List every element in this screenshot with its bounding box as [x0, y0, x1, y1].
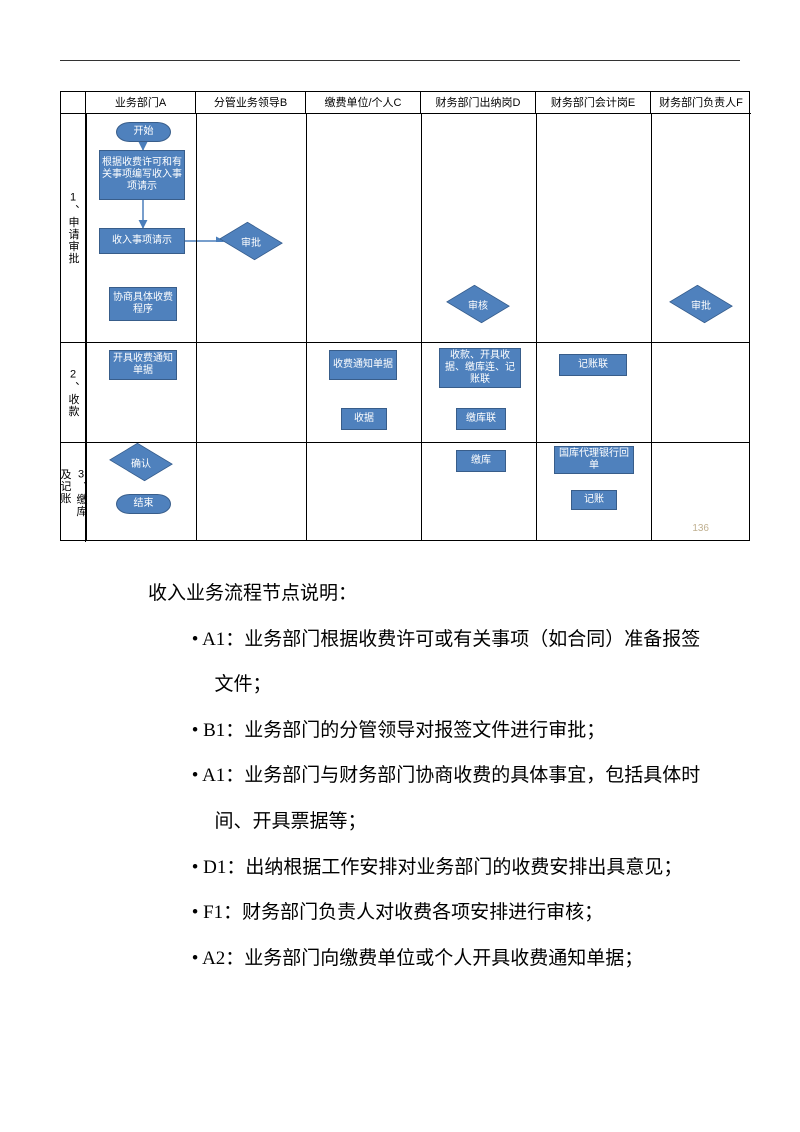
node-a1b: 收入事项请示 — [99, 228, 185, 254]
node-d2b: 缴库联 — [456, 408, 506, 430]
node-start: 开始 — [116, 122, 171, 142]
row-label-r1: 1、申请审批 — [61, 114, 86, 342]
node-a3: 确认 — [116, 442, 166, 482]
description-section: 收入业务流程节点说明： A1：业务部门根据收费许可或有关事项（如合同）准备报签文… — [110, 571, 710, 981]
desc-item-3: D1：出纳根据工作安排对业务部门的收费安排出具意见； — [110, 845, 710, 891]
page-number: 136 — [692, 523, 709, 534]
row-label-r2: 2、收款 — [61, 342, 86, 442]
node-a2: 开具收费通知单据 — [109, 350, 177, 380]
description-title: 收入业务流程节点说明： — [110, 571, 710, 617]
node-e3: 国库代理银行回单 — [554, 446, 634, 474]
node-a1: 根据收费许可和有关事项编写收入事项请示 — [99, 150, 185, 200]
lane-header-B: 分管业务领导B — [196, 92, 306, 114]
desc-item-4: F1：财务部门负责人对收费各项安排进行审核； — [110, 890, 710, 936]
node-d2: 收款、开具收据、缴库连、记账联 — [439, 348, 521, 388]
node-e3b: 记账 — [571, 490, 617, 510]
node-d3: 缴库 — [456, 450, 506, 472]
page: 136 业务部门A分管业务领导B缴费单位/个人C财务部门出纳岗D财务部门会计岗E… — [0, 0, 800, 1021]
node-end: 结束 — [116, 494, 171, 514]
row-label-r3: 3、缴库及记账 — [61, 442, 86, 542]
desc-item-5: A2：业务部门向缴费单位或个人开具收费通知单据； — [110, 936, 710, 982]
description-list: A1：业务部门根据收费许可或有关事项（如合同）准备报签文件；B1：业务部门的分管… — [110, 617, 710, 982]
lane-header-c0 — [61, 92, 86, 114]
top-rule — [60, 60, 740, 61]
lane-header-F: 财务部门负责人F — [651, 92, 751, 114]
lane-header-C: 缴费单位/个人C — [306, 92, 421, 114]
node-b1: 审批 — [226, 221, 276, 261]
node-e2: 记账联 — [559, 354, 627, 376]
desc-item-0: A1：业务部门根据收费许可或有关事项（如合同）准备报签文件； — [110, 617, 710, 708]
lane-header-E: 财务部门会计岗E — [536, 92, 651, 114]
desc-item-1: B1：业务部门的分管领导对报签文件进行审批； — [110, 708, 710, 754]
lane-header-A: 业务部门A — [86, 92, 196, 114]
node-c2b: 收据 — [341, 408, 387, 430]
node-f1: 审批 — [676, 284, 726, 324]
lane-header-D: 财务部门出纳岗D — [421, 92, 536, 114]
node-a1c: 协商具体收费程序 — [109, 287, 177, 321]
node-c2: 收费通知单据 — [329, 350, 397, 380]
node-d1: 审核 — [453, 284, 503, 324]
flowchart: 136 业务部门A分管业务领导B缴费单位/个人C财务部门出纳岗D财务部门会计岗E… — [60, 91, 750, 541]
desc-item-2: A1：业务部门与财务部门协商收费的具体事宜，包括具体时间、开具票据等； — [110, 753, 710, 844]
